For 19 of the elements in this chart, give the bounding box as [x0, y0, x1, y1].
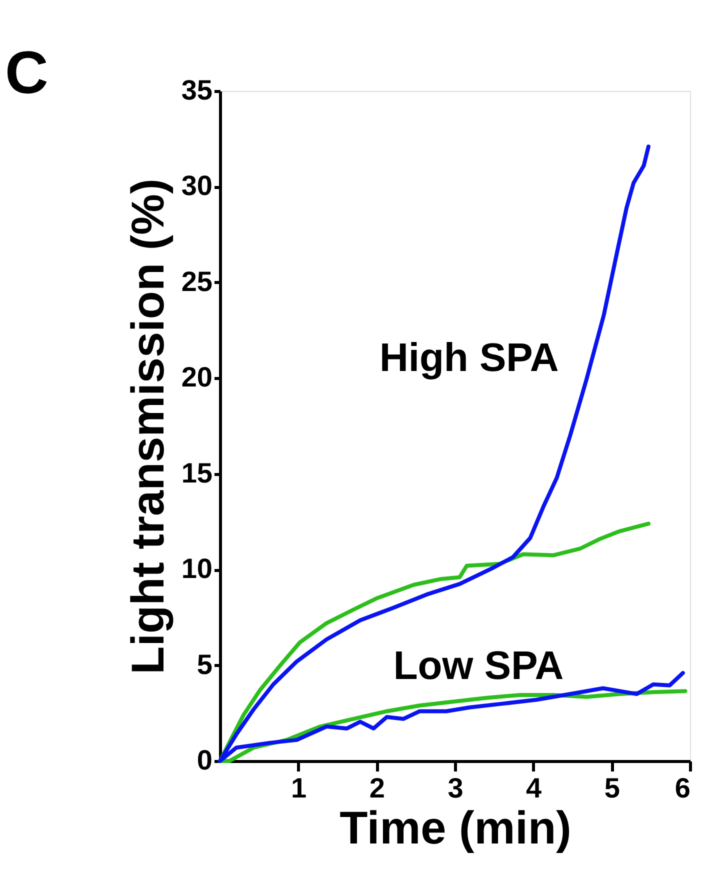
text: C	[5, 39, 48, 106]
y-tick-label: 0	[196, 744, 212, 776]
annotation: Low SPA	[393, 644, 564, 688]
y-tick-label: 15	[181, 457, 212, 488]
y-tick-label: 10	[181, 553, 212, 584]
y-tick-label: 35	[181, 74, 212, 106]
x-tick-label: 6	[674, 772, 690, 804]
y-tick-label: 30	[181, 170, 212, 202]
x-tick-label: 5	[604, 772, 620, 804]
x-tick-label: 4	[526, 772, 542, 804]
x-tick-label: 2	[369, 772, 385, 804]
y-tick-label: 5	[196, 648, 212, 680]
y-axis-title: Light transmission (%)	[121, 178, 174, 674]
x-axis-title: Time (min)	[340, 802, 572, 854]
x-tick-label: 3	[448, 772, 464, 804]
x-tick-label: 1	[291, 772, 307, 804]
y-tick-label: 20	[181, 362, 212, 393]
y-tick-label: 25	[181, 266, 212, 297]
annotation: High SPA	[379, 336, 559, 380]
